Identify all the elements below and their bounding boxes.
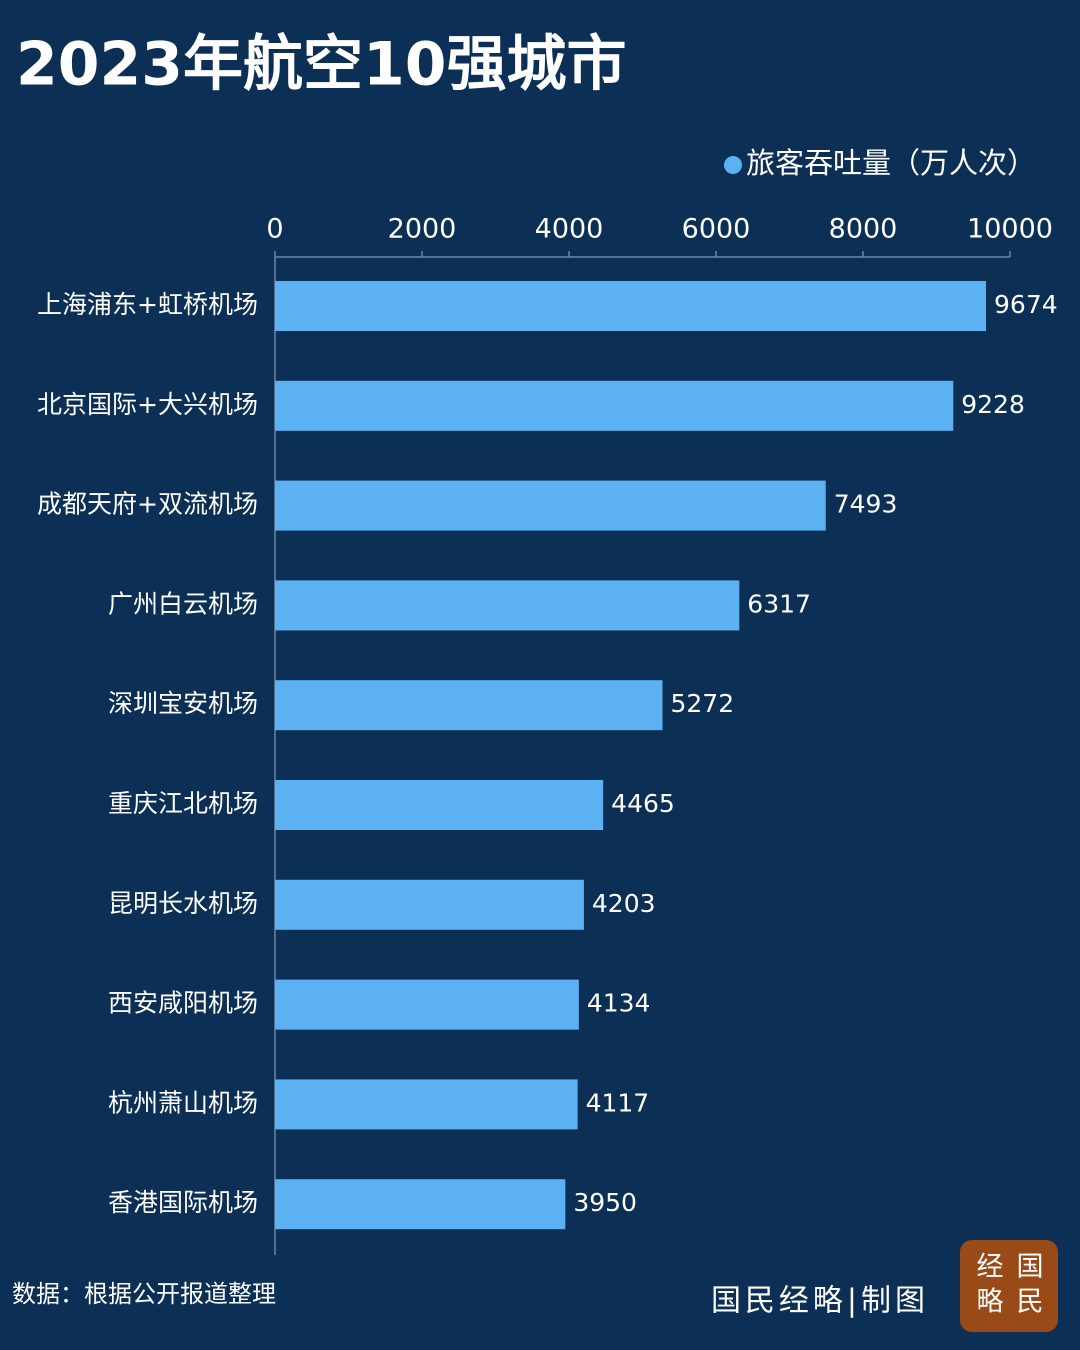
logo-char: 民 [1017,1287,1044,1318]
bar [275,979,579,1030]
value-label: 4465 [611,789,675,818]
y-tick-label: 深圳宝安机场 [108,689,258,718]
credit: 国民经略|制图 [711,1284,929,1319]
y-tick-label: 广州白云机场 [108,589,258,618]
value-label: 4203 [592,889,656,918]
source: 数据：根据公开报道整理 [12,1280,276,1308]
value-label: 9228 [961,390,1025,419]
y-tick-label: 香港国际机场 [108,1188,258,1217]
y-tick-label: 杭州萧山机场 [108,1088,258,1117]
x-tick-label: 8000 [829,214,898,245]
x-tick-label: 2000 [388,214,457,245]
y-tick-label: 北京国际+大兴机场 [37,390,258,419]
bar [275,380,954,431]
bar [275,780,604,830]
legend-marker [724,156,742,174]
bar [275,281,987,331]
value-label: 7493 [834,490,898,519]
chart-title: 2023年航空10强城市 [16,30,627,100]
y-tick-label: 成都天府+双流机场 [37,490,258,519]
logo-char: 国 [1017,1252,1044,1283]
bar [275,680,663,731]
x-tick-label: 4000 [535,214,604,245]
y-tick-label: 西安咸阳机场 [108,989,258,1018]
logo-seal [960,1240,1058,1332]
x-tick-label: 6000 [682,214,751,245]
legend-label: 旅客吞吐量（万人次） [746,146,1036,180]
value-label: 3950 [573,1188,637,1217]
value-label: 5272 [670,689,734,718]
bar [275,580,740,631]
value-label: 9674 [994,290,1058,319]
bar [275,480,826,531]
x-tick-label: 0 [266,214,283,245]
value-label: 4134 [587,989,651,1018]
bar [275,879,584,930]
x-tick-label: 10000 [967,214,1053,245]
logo-char: 略 [977,1287,1004,1318]
bar [275,1179,566,1230]
value-label: 4117 [586,1088,650,1117]
y-tick-label: 上海浦东+虹桥机场 [37,290,258,319]
value-label: 6317 [747,589,811,618]
y-tick-label: 昆明长水机场 [108,889,258,918]
logo-char: 经 [977,1252,1004,1283]
bar [275,1079,578,1130]
y-tick-label: 重庆江北机场 [108,789,258,818]
